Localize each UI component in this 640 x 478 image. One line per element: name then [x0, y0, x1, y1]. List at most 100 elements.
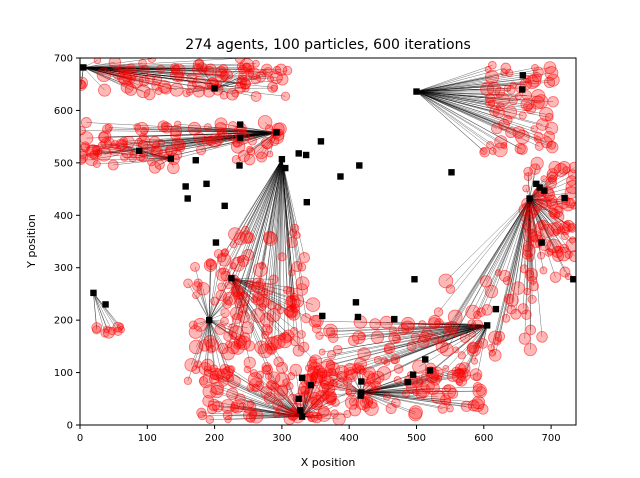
particle-point: [540, 223, 555, 239]
link-line: [322, 325, 488, 353]
link-line: [93, 292, 113, 332]
particle-point: [280, 91, 291, 101]
particle-point: [505, 293, 519, 307]
agent-point: [282, 164, 289, 172]
agent-point: [354, 313, 362, 321]
particle-point: [248, 377, 264, 393]
link-line: [83, 67, 105, 91]
particle-point: [266, 150, 274, 158]
link-line: [321, 325, 488, 374]
particle-point: [243, 232, 255, 244]
agent-point: [167, 155, 175, 162]
link-line: [361, 392, 416, 413]
link-line: [281, 159, 305, 348]
particle-point: [254, 144, 269, 160]
particle-point: [307, 366, 319, 378]
particle-point: [511, 281, 525, 295]
link-line: [197, 320, 210, 365]
particle-point: [108, 58, 122, 69]
particle-point: [261, 324, 273, 336]
particle-point: [406, 341, 417, 352]
link-line: [83, 58, 241, 68]
particle-point: [465, 304, 480, 320]
particle-point: [96, 67, 112, 83]
particle-point: [567, 169, 576, 180]
agent-point: [356, 162, 363, 169]
particle-point: [236, 62, 245, 71]
particle-point: [92, 159, 101, 168]
link-line: [323, 392, 362, 412]
agent-point: [298, 413, 306, 420]
particle-point: [523, 287, 532, 296]
particle-point: [245, 413, 256, 424]
particle-point: [291, 294, 305, 308]
particle-point: [325, 326, 336, 337]
particle-point: [537, 251, 546, 260]
link-line: [209, 319, 234, 337]
particle-point: [201, 135, 214, 147]
particle-point: [229, 262, 237, 270]
particle-point: [205, 135, 217, 147]
link-line: [504, 198, 530, 276]
link-line: [416, 91, 539, 137]
particle-point: [124, 83, 137, 96]
agent-point: [358, 378, 365, 385]
agent-point: [212, 239, 220, 246]
link-line: [313, 325, 488, 361]
particle-point: [108, 326, 117, 336]
particle-point: [379, 315, 394, 329]
particle-point: [438, 273, 454, 289]
particle-point: [503, 293, 515, 305]
agent-point: [203, 180, 210, 188]
link-line: [416, 81, 533, 92]
link-line: [83, 63, 256, 68]
particle-point: [267, 81, 279, 93]
link-line: [197, 286, 210, 321]
y-tick-label: 200: [54, 316, 73, 327]
particle-point: [484, 284, 499, 299]
link-line: [361, 392, 392, 409]
link-line: [416, 91, 503, 100]
x-tick-label: 200: [205, 433, 224, 444]
link-line: [83, 58, 152, 68]
particle-point: [224, 415, 232, 424]
particle-point: [170, 125, 183, 138]
particle-point: [192, 59, 205, 71]
particle-point: [123, 66, 138, 81]
link-line: [301, 376, 343, 417]
particle-point: [546, 171, 558, 183]
particle-point: [187, 121, 202, 136]
particle-point: [348, 404, 362, 417]
particle-point: [217, 342, 229, 355]
link-line: [83, 67, 131, 91]
particle-point: [204, 368, 212, 377]
particle-point: [290, 327, 299, 336]
particle-point: [479, 275, 493, 288]
particle-point: [183, 376, 193, 385]
link-line: [361, 374, 411, 393]
link-line: [361, 392, 407, 394]
particle-point: [199, 374, 213, 389]
link-line: [83, 65, 247, 68]
particle-point: [252, 277, 265, 290]
link-line: [416, 91, 519, 97]
particle-point: [80, 131, 94, 146]
link-line: [450, 198, 530, 290]
particle-point: [240, 332, 251, 343]
particle-point: [272, 399, 284, 411]
particle-point: [368, 399, 378, 409]
particle-point: [230, 306, 244, 320]
link-line: [529, 198, 565, 237]
agent-point: [296, 407, 304, 414]
link-line: [208, 264, 212, 321]
link-line: [529, 174, 574, 199]
particle-point: [494, 135, 508, 149]
link-line: [266, 159, 283, 320]
particle-point: [312, 365, 321, 374]
link-line: [407, 325, 488, 328]
particle-point: [272, 410, 281, 418]
particle-point: [246, 279, 255, 288]
link-line: [208, 320, 215, 369]
particle-point: [185, 88, 194, 96]
